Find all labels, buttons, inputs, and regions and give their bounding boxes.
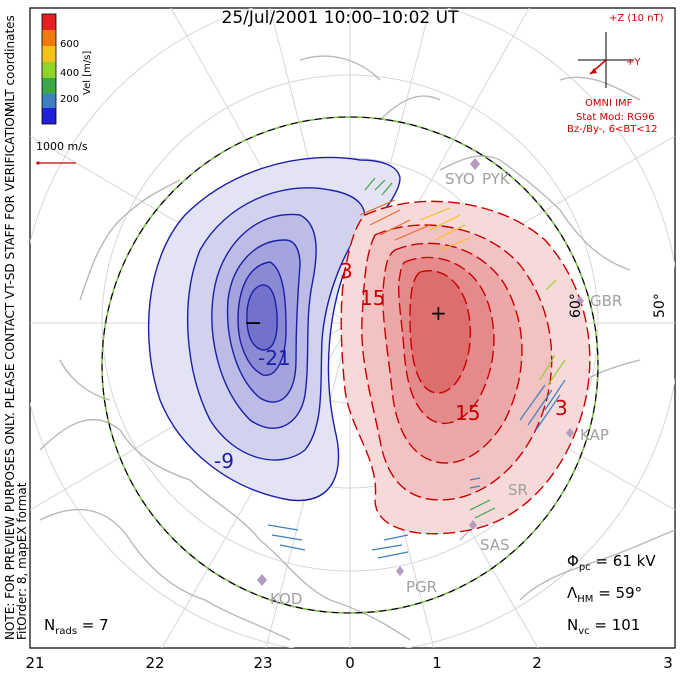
contour-label-pos-3a: 3 (340, 259, 353, 283)
imf-y-label: +Y (626, 57, 641, 68)
contour-label-pos-15a: 15 (360, 286, 385, 310)
colorbar-label: Vel [m/s] (82, 51, 93, 95)
stat-nvc-value: = 101 (589, 616, 641, 634)
map-title: 25/Jul/2001 10:00–10:02 UT (221, 8, 459, 28)
radar-label-pgr: PGR (406, 578, 437, 596)
stat-nrads-subscript: rads (55, 626, 78, 637)
mlt-label-22: 22 (145, 654, 165, 672)
stat-nrads-symbol: N (44, 616, 56, 634)
mlt-label-0: 0 (345, 654, 355, 672)
radar-labels: SYO PYK GBR KAP SAS PGR KOD SR (270, 170, 622, 608)
contour-labels: -21 -9 3 15 15 3 (214, 259, 568, 473)
colorbar-tick-200: 200 (60, 94, 79, 105)
radar-label-pyk: PYK (482, 170, 511, 188)
mlt-label-2: 2 (532, 654, 542, 672)
stat-nvc-symbol: N (567, 616, 579, 634)
mlt-label-23: 23 (253, 654, 273, 672)
radar-label-syo: SYO (445, 170, 475, 188)
imf-z-label: +Z (10 nT) (609, 13, 664, 24)
contour-label-pos-3b: 3 (555, 396, 568, 420)
colorbar-ticks: 600 400 200 Vel [m/s] (60, 39, 93, 105)
stat-nvc-subscript: vc (578, 626, 590, 637)
hm-boundary-dash (101, 116, 599, 614)
velocity-scale-dot (36, 161, 40, 165)
stat-phi-subscript: pc (578, 562, 591, 573)
radar-label-gbr: GBR (590, 292, 622, 310)
radar-site-markers (257, 158, 584, 586)
imf-vector-head (590, 68, 597, 74)
velocity-vectors (267, 177, 566, 559)
mlt-coordinates-label: MLT coordinates (3, 15, 17, 112)
negative-convection-cell (147, 156, 401, 502)
velocity-scale-label: 1000 m/s (36, 140, 88, 153)
stat-phi-pc: Φpc = 61 kV (567, 552, 656, 573)
contour-label-neg-21: -21 (258, 346, 291, 370)
stat-phi-symbol: Φ (567, 552, 579, 570)
radar-label-kod: KOD (270, 590, 302, 608)
stat-n-vc: Nvc = 101 (567, 616, 640, 637)
stat-phi-value: = 61 kV (590, 552, 656, 570)
mlt-label-21: 21 (25, 654, 45, 672)
stat-n-rads: Nrads = 7 (44, 616, 109, 637)
radar-label-sas: SAS (480, 536, 510, 554)
stat-lambda-value: = 59° (593, 584, 643, 602)
colorbar-tick-400: 400 (60, 68, 79, 79)
positive-convection-cell (340, 200, 591, 535)
stat-nrads-value: = 7 (77, 616, 109, 634)
colorbar-tick-600: 600 (60, 39, 79, 50)
radar-label-kap: KAP (580, 426, 609, 444)
velocity-colorbar (41, 13, 57, 125)
stat-lambda-subscript: HM (577, 594, 594, 605)
contour-label-pos-15b: 15 (455, 401, 480, 425)
stat-lambda-hm: ΛHM = 59° (567, 584, 642, 605)
mlt-label-3: 3 (663, 654, 673, 672)
imf-source: OMNI IMF (585, 98, 633, 109)
imf-model: Stat Mod: RG96 (576, 112, 655, 123)
contour-label-neg-9: -9 (214, 449, 234, 473)
latitude-label-60: 60° (568, 293, 584, 318)
latitude-label-50: 50° (652, 293, 668, 318)
potential-min-marker: − (244, 311, 262, 336)
imf-condition: Bz-/By-, 6<BT<12 (567, 124, 658, 135)
mlt-label-1: 1 (432, 654, 442, 672)
potential-max-marker: + (430, 301, 447, 325)
fit-order-label: FitOrder: 8, mapEX format (15, 482, 29, 640)
stat-lambda-symbol: Λ (567, 584, 578, 602)
radar-label-sr: SR (508, 481, 528, 499)
